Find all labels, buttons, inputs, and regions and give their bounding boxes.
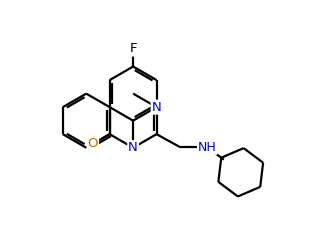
Text: NH: NH: [198, 141, 217, 154]
Text: N: N: [152, 101, 162, 114]
Text: N: N: [128, 141, 138, 154]
Text: O: O: [87, 138, 98, 150]
Text: F: F: [129, 43, 137, 55]
